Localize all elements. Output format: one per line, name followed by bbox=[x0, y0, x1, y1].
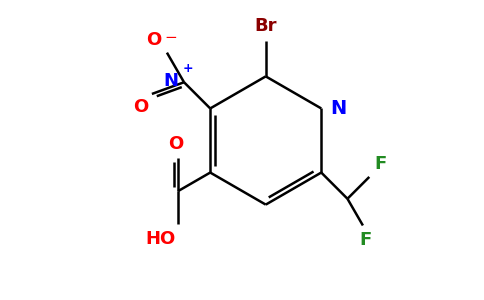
Text: N: N bbox=[330, 99, 346, 118]
Text: O: O bbox=[146, 31, 161, 49]
Text: F: F bbox=[374, 155, 386, 173]
Text: −: − bbox=[165, 30, 177, 45]
Text: Br: Br bbox=[255, 17, 277, 35]
Text: F: F bbox=[359, 231, 371, 249]
Text: O: O bbox=[133, 98, 148, 116]
Text: O: O bbox=[168, 135, 184, 153]
Text: HO: HO bbox=[146, 230, 176, 248]
Text: N: N bbox=[163, 72, 178, 90]
Text: +: + bbox=[182, 62, 193, 76]
